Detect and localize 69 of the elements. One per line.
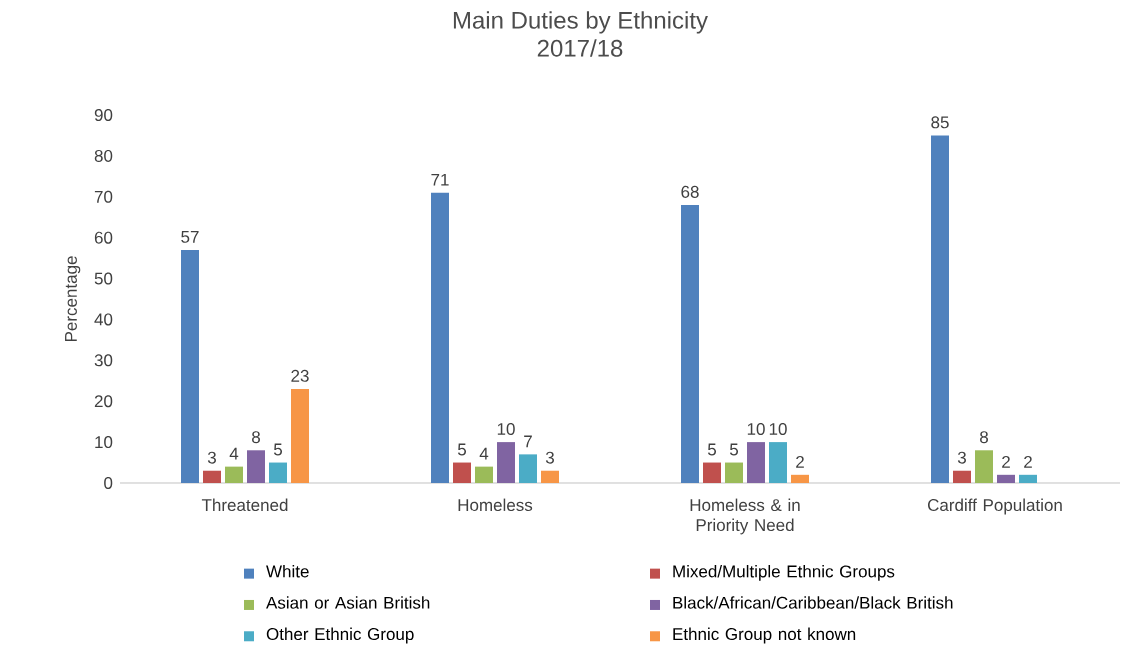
bar — [181, 249, 199, 483]
bar — [497, 442, 515, 483]
data-label: 3 — [957, 451, 966, 464]
data-label: 2 — [1024, 455, 1032, 468]
y-tick-label: 20 — [94, 395, 113, 408]
y-tick-label: 50 — [94, 272, 113, 285]
x-tick-label: Threatened — [201, 498, 288, 512]
y-tick-label: 10 — [95, 436, 113, 449]
data-label: 2 — [1002, 455, 1010, 468]
y-axis-title: Percentage — [65, 256, 81, 342]
data-label: 4 — [229, 447, 239, 460]
data-label: 10 — [497, 423, 515, 436]
data-label: 5 — [707, 443, 717, 456]
data-label: 3 — [545, 451, 554, 464]
bar — [225, 466, 243, 483]
x-tick-label: Cardiff Population — [927, 498, 1062, 515]
bar — [431, 192, 449, 483]
legend-label: Black/African/Caribbean/Black British — [673, 596, 953, 609]
bar — [953, 470, 971, 483]
y-tick-label: 30 — [94, 354, 113, 367]
legend-label: Asian or Asian British — [266, 596, 430, 609]
bar — [269, 462, 287, 483]
bar — [453, 462, 471, 483]
bar — [931, 135, 950, 483]
data-label: 85 — [931, 116, 949, 129]
data-label: 10 — [769, 423, 787, 436]
bar — [703, 462, 721, 483]
y-tick-label: 90 — [94, 108, 113, 122]
bar — [247, 450, 265, 483]
legend-label: Mixed/Multiple Ethnic Groups — [673, 564, 895, 581]
bar — [681, 204, 699, 483]
data-label: 7 — [524, 435, 532, 448]
bar — [475, 466, 493, 483]
bar — [747, 442, 765, 483]
chart-subtitle: 2017/18 — [537, 39, 623, 57]
bar — [997, 474, 1015, 483]
x-tick-label: Homeless & in Priority Need — [690, 498, 800, 535]
data-label: 8 — [980, 431, 988, 444]
data-label: 5 — [729, 443, 739, 456]
data-label: 10 — [747, 423, 765, 436]
y-tick-label: 0 — [104, 476, 113, 489]
y-tick-label: 80 — [94, 149, 113, 162]
data-label: 8 — [252, 431, 260, 444]
legend-label: Ethnic Group not known — [673, 627, 856, 644]
data-label: 5 — [273, 443, 283, 456]
chart-title: Main Duties by Ethnicity — [453, 11, 708, 34]
data-label: 2 — [796, 455, 804, 468]
data-label: 68 — [681, 185, 699, 198]
data-label: 71 — [431, 173, 449, 186]
data-label: 4 — [479, 447, 489, 460]
data-label: 23 — [291, 369, 309, 382]
bar — [769, 442, 787, 483]
bar — [975, 450, 994, 483]
bar — [541, 470, 559, 483]
bar — [291, 388, 309, 483]
y-tick-label: 40 — [94, 313, 113, 326]
bar — [519, 454, 537, 483]
bar — [203, 470, 221, 483]
bar — [1019, 474, 1038, 483]
data-label: 3 — [207, 451, 216, 464]
bar — [725, 462, 743, 483]
data-label: 5 — [457, 443, 467, 456]
data-label: 57 — [181, 230, 199, 243]
y-tick-label: 70 — [94, 190, 113, 203]
legend-label: White — [266, 564, 309, 578]
x-tick-label: Homeless — [458, 498, 533, 512]
y-tick-label: 60 — [94, 231, 113, 244]
legend-label: Other Ethnic Group — [266, 627, 414, 644]
bar — [791, 474, 809, 483]
